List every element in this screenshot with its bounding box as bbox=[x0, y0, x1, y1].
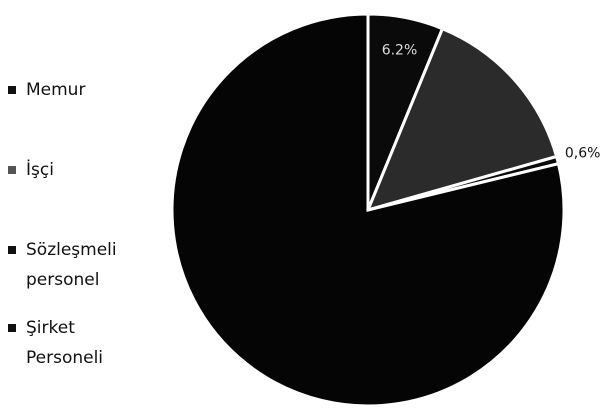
legend-marker bbox=[8, 86, 16, 94]
legend-label: Sözleşmeli personel bbox=[26, 240, 117, 290]
data-label: 0,6% bbox=[565, 145, 601, 161]
data-label: 6.2% bbox=[382, 42, 418, 58]
pie-slice bbox=[365, 26, 559, 213]
legend-marker bbox=[8, 324, 16, 332]
legend-line: personel bbox=[26, 270, 99, 290]
legend-line: İşçi bbox=[26, 159, 54, 180]
legend-line: Memur bbox=[26, 80, 85, 100]
legend-label: Şirket Personeli bbox=[26, 318, 103, 368]
legend-label: Memur bbox=[26, 80, 85, 100]
legend-marker bbox=[8, 166, 16, 174]
legend-line: Sözleşmeli bbox=[26, 240, 117, 260]
legend-marker bbox=[8, 246, 16, 254]
pie-slice bbox=[170, 12, 566, 408]
legend-line: Personeli bbox=[26, 348, 103, 368]
legend-label: İşçi bbox=[26, 159, 54, 180]
legend-line: Şirket bbox=[26, 318, 75, 338]
